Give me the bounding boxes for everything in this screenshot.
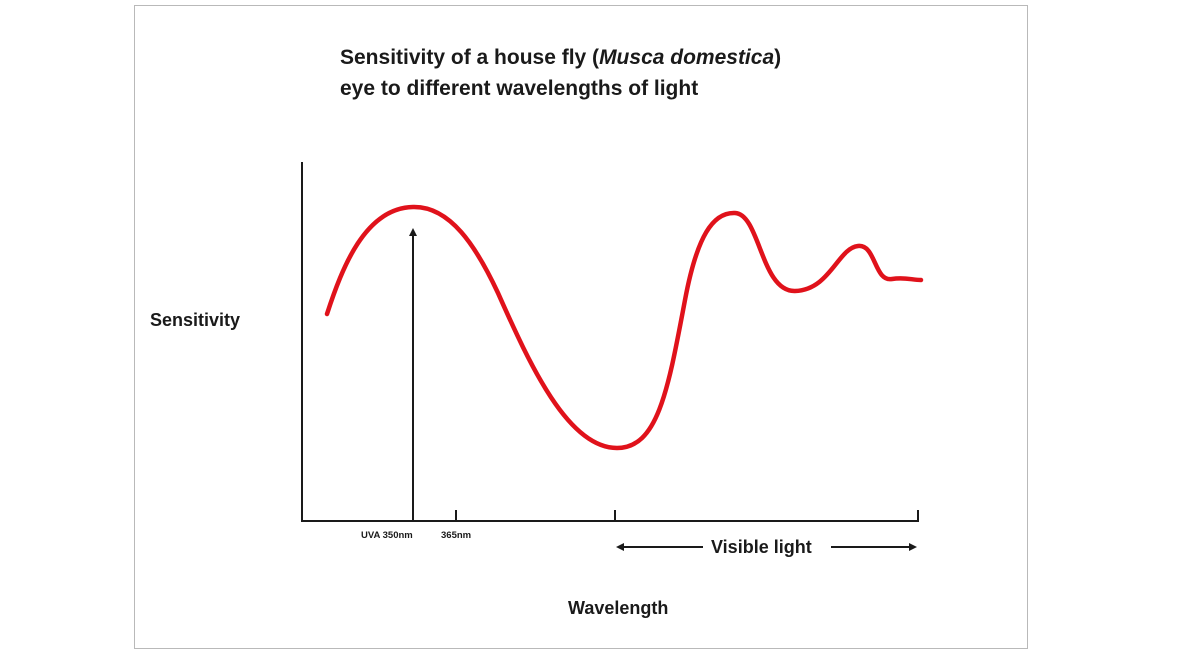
visible-light-label: Visible light [711,537,812,557]
title-line-2: eye to different wavelengths of light [340,77,699,100]
title-suffix: ) [774,46,782,69]
title-prefix: Sensitivity of a house fly ( [340,46,600,69]
x-axis-label: Wavelength [568,598,669,618]
title-line-1: Sensitivity of a house fly (Musca domest… [340,42,781,73]
tick-label-365nm: 365nm [441,530,471,541]
title-species: Musca domestica [599,46,775,69]
tick-label-uva-350nm: UVA 350nm [361,530,413,541]
y-axis-label: Sensitivity [150,310,241,330]
sensitivity-curve [324,204,924,451]
chart-frame [134,5,1028,649]
chart-title: Sensitivity of a house fly (Musca domest… [340,42,781,104]
